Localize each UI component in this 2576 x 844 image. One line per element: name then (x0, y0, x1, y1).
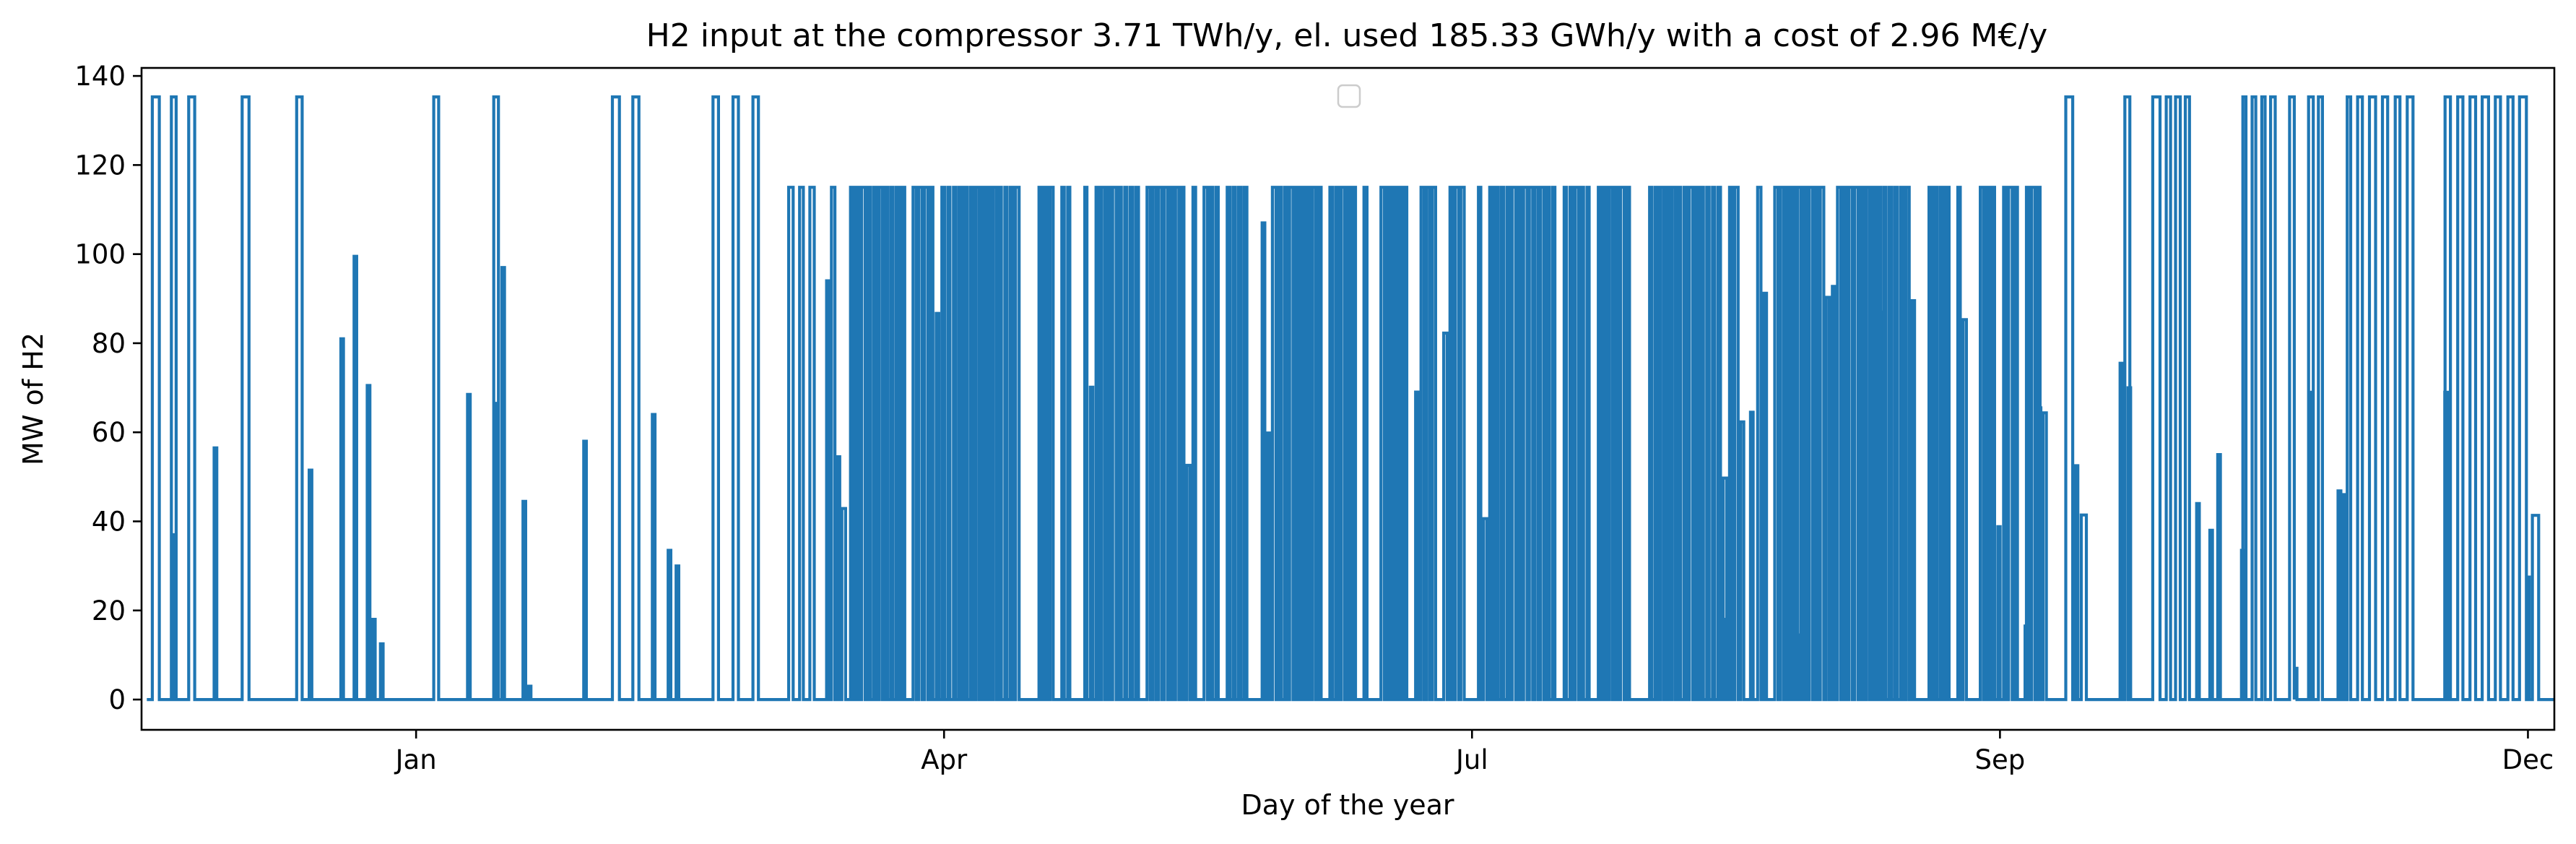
series-h2-input (147, 95, 2554, 702)
y-tick-label: 40 (92, 507, 126, 538)
x-axis: Jan Apr Jul Sep Dec (394, 730, 2554, 775)
y-axis-label: MW of H2 (17, 332, 49, 465)
x-tick-label: Sep (1974, 744, 2025, 775)
plot-area (140, 66, 2556, 731)
x-tick-label: Jan (394, 744, 437, 775)
x-axis-label: Day of the year (1241, 789, 1454, 821)
y-tick-label: 60 (92, 417, 126, 448)
y-axis: 0 20 40 60 80 100 120 140 (74, 61, 142, 715)
x-tick-label: Apr (921, 744, 968, 775)
y-tick-label: 100 (74, 239, 126, 270)
x-tick-label: Jul (1454, 744, 1488, 775)
chart-title: H2 input at the compressor 3.71 TWh/y, e… (646, 17, 2048, 54)
axes-frame (140, 66, 2556, 731)
x-tick-label: Dec (2502, 744, 2554, 775)
y-tick-label: 0 (108, 684, 126, 715)
y-tick-label: 80 (92, 328, 126, 359)
y-tick-label: 20 (92, 595, 126, 626)
y-tick-label: 140 (74, 61, 126, 92)
series-line (147, 95, 2554, 702)
y-tick-label: 120 (74, 150, 126, 181)
legend-box (1337, 84, 1361, 108)
